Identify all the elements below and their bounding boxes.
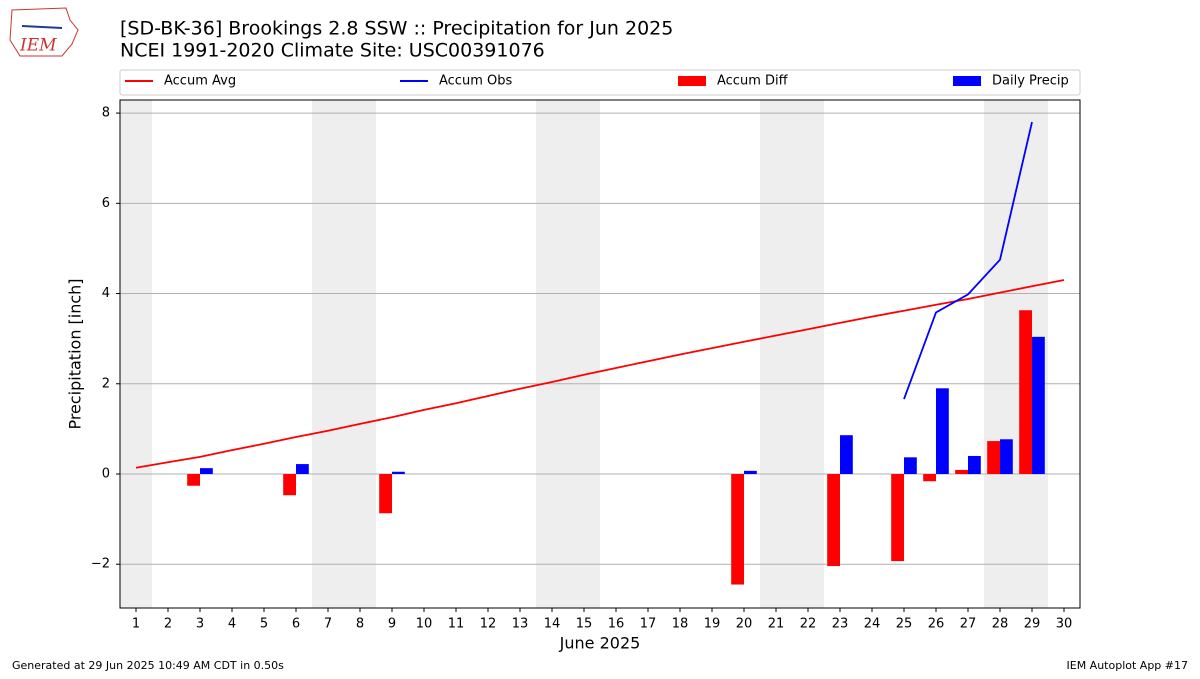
weekend-shade	[344, 100, 376, 608]
x-tick-label: 26	[928, 617, 945, 632]
bar	[840, 435, 853, 475]
logo-text: IEM	[19, 36, 57, 56]
x-tick-label: 19	[704, 617, 721, 632]
x-tick-label: 8	[356, 617, 364, 632]
bar	[891, 474, 904, 562]
x-tick-label: 6	[292, 617, 300, 632]
weekend-shade	[568, 100, 600, 608]
bar	[296, 464, 309, 475]
x-tick-label: 13	[512, 617, 529, 632]
bar	[923, 474, 936, 482]
bar	[1000, 439, 1013, 475]
x-tick-label: 9	[388, 617, 396, 632]
y-tick-label: 0	[102, 467, 110, 482]
x-tick-label: 14	[544, 617, 561, 632]
y-tick-label: −2	[91, 557, 110, 572]
weekend-shade	[760, 100, 792, 608]
logo: IEM	[9, 7, 79, 57]
bar	[379, 474, 392, 514]
weekend-shade	[120, 100, 152, 608]
chart-subtitle: NCEI 1991-2020 Climate Site: USC00391076	[120, 40, 545, 62]
x-tick-label: 28	[992, 617, 1009, 632]
x-tick-label: 7	[324, 617, 332, 632]
weekend-shade	[536, 100, 568, 608]
x-tick-label: 2	[164, 617, 172, 632]
bar	[744, 470, 757, 475]
y-tick-label: 2	[102, 376, 110, 391]
x-tick-label: 23	[832, 617, 849, 632]
y-axis-label: Precipitation [inch]	[66, 278, 85, 429]
x-tick-label: 4	[228, 617, 236, 632]
x-tick-label: 5	[260, 617, 268, 632]
legend-swatch	[678, 76, 706, 86]
plot-frame	[119, 99, 1081, 609]
weekend-shade	[792, 100, 824, 608]
legend-label: Daily Precip	[992, 74, 1069, 89]
x-tick-label: 10	[416, 617, 433, 632]
bar	[968, 455, 981, 475]
legend-label: Accum Obs	[439, 74, 512, 89]
y-tick-label: 6	[102, 196, 110, 211]
chart-title: [SD-BK-36] Brookings 2.8 SSW :: Precipit…	[120, 18, 673, 40]
bar	[392, 471, 405, 475]
bar	[904, 457, 917, 475]
x-tick-label: 30	[1056, 617, 1073, 632]
legend-label: Accum Diff	[717, 74, 789, 89]
x-tick-label: 1	[132, 617, 140, 632]
x-tick-label: 24	[864, 617, 881, 632]
x-tick-label: 3	[196, 617, 204, 632]
y-tick-label: 4	[102, 286, 110, 301]
bar	[731, 474, 744, 585]
bar	[955, 469, 968, 475]
line	[135, 279, 1065, 469]
bar	[187, 474, 200, 486]
x-tick-label: 15	[576, 617, 593, 632]
x-tick-label: 17	[640, 617, 657, 632]
x-tick-label: 29	[1024, 617, 1041, 632]
weekend-shade	[984, 100, 1016, 608]
bar	[936, 388, 949, 475]
bar	[200, 468, 213, 475]
legend-box	[119, 69, 1081, 96]
legend-label: Accum Avg	[164, 74, 236, 89]
x-tick-label: 25	[896, 617, 913, 632]
legend-swatch	[953, 76, 981, 86]
x-tick-label: 27	[960, 617, 977, 632]
x-tick-label: 22	[800, 617, 817, 632]
x-tick-label: 11	[448, 617, 465, 632]
bar	[987, 441, 1000, 475]
bar	[827, 474, 840, 567]
line	[903, 121, 1033, 400]
bar	[1032, 336, 1045, 475]
x-tick-label: 16	[608, 617, 625, 632]
x-axis-label: June 2025	[559, 634, 641, 653]
x-tick-label: 18	[672, 617, 689, 632]
x-tick-label: 20	[736, 617, 753, 632]
bar	[283, 474, 296, 496]
y-tick-label: 8	[102, 106, 110, 121]
footer-left: Generated at 29 Jun 2025 10:49 AM CDT in…	[12, 659, 284, 672]
bar	[1019, 310, 1032, 475]
weekend-shade	[312, 100, 344, 608]
x-tick-label: 12	[480, 617, 497, 632]
x-tick-label: 21	[768, 617, 785, 632]
footer-right: IEM Autoplot App #17	[1067, 659, 1189, 672]
